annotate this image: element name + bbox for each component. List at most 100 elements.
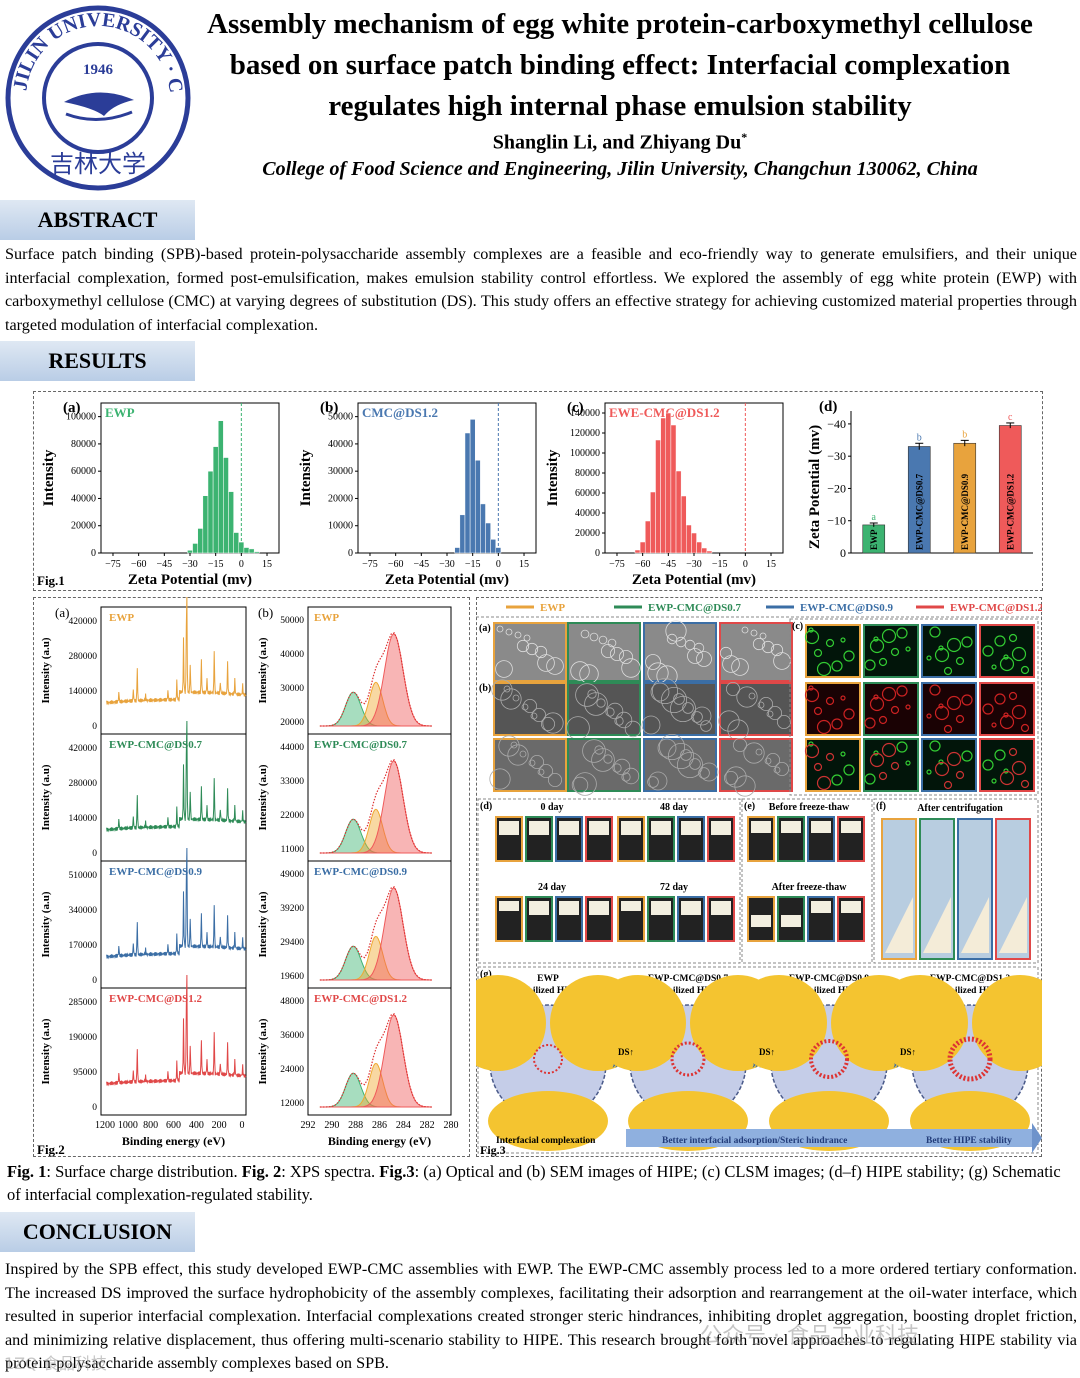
micrograph-tile [643,682,717,736]
x-axis-label: Binding energy (eV) [122,1134,225,1148]
clsm-droplet [961,636,973,648]
emulsion-layer [841,901,861,913]
clsm-droplet [946,751,962,767]
results-heading: RESULTS [0,341,195,381]
fig3-montage: EWP EWP-CMC@DS0.7 EWP-CMC@DS0.9 EWP-CMC@DS1… [476,602,1042,1157]
x-tick-label: 200 [212,1120,227,1131]
histogram-bar [207,470,214,554]
clsm-droplet [813,648,823,658]
svg-text:1946: 1946 [83,62,114,78]
droplet [764,757,772,765]
droplet [546,657,564,675]
clsm-droplet [999,656,1015,672]
clsm-droplet [946,695,962,711]
clsm-droplet [896,741,908,753]
droplet [573,772,597,796]
xps-survey-panel: EWP-CMC@DS0.9 0 170000 340000 510000 Intensit… [40,847,247,989]
droplet [699,762,719,782]
y-tick-label: −20 [827,481,846,495]
y-tick-label: 140000 [570,408,600,419]
droplet [575,683,599,707]
histogram-bar [197,528,204,554]
y-axis-label: Intensity (a.u) [257,891,269,957]
droplet [607,638,617,648]
legend-label: EWP [105,405,135,420]
droplet [514,631,522,639]
clsm-droplet [816,775,832,791]
clsm-droplet [831,774,843,786]
y-tick-label: 280000 [69,652,98,662]
y-tick-label: 48000 [280,997,304,1007]
xps-survey-panel: EWP-CMC@DS1.2 0 95000 190000 285000 Intensity… [40,974,247,1116]
clsm-droplet [929,684,941,696]
schematic-title: EWP-CMC@DS0.7 [648,974,729,984]
y-tick-label: 20000 [280,718,304,728]
corresponding-mark: * [741,130,748,144]
y-tick-label: 140000 [69,687,98,697]
droplet [673,693,685,705]
droplet [596,698,606,708]
xps-fit-component [319,760,432,854]
droplet [657,738,677,758]
histogram-bar [212,446,219,554]
clsm-droplet [881,628,897,644]
abstract-text: Surface patch binding (SPB)-based protei… [5,245,1077,334]
droplet [612,763,622,773]
y-tick-label: 0 [595,548,600,559]
droplet [519,750,527,758]
clsm-droplet [816,719,832,735]
clsm-droplet [890,761,900,771]
y-tick-label: 29400 [280,938,304,948]
title-line: Assembly mechanism of egg white protein-… [207,8,1033,40]
y-tick-label: 95000 [73,1068,97,1078]
condition-label: After centrifugation [917,803,1003,814]
clsm-droplet [1008,747,1018,757]
x-axis-label: Zeta Potential (mv) [632,572,756,588]
oil-droplet [972,975,1042,1071]
panel-letter: (e) [744,801,755,812]
y-tick-label: 100000 [66,412,96,423]
droplet [584,692,608,716]
row-legend: EWP-CMC@DS0.9 [314,866,408,878]
droplet [525,642,539,656]
droplet [505,628,513,636]
histogram-bar [701,547,708,554]
droplet [776,715,791,730]
clsm-droplet [994,693,1006,705]
y-tick-label: 420000 [69,744,98,754]
xps-fit-component [319,887,432,981]
droplet [669,696,696,723]
droplet [594,745,604,755]
row-legend: EWP-CMC@DS1.2 [314,993,408,1005]
x-tick-label: 800 [143,1120,158,1131]
droplet [528,759,536,767]
bottom-label: Better HIPE stability [926,1136,1012,1146]
panel-letter: (g) [480,969,492,980]
clsm-droplet [926,655,932,661]
clsm-droplet [890,705,900,715]
droplet [647,776,659,788]
schematic-subtitle: stabilized HIPE [516,986,580,996]
droplet [489,768,511,790]
y-tick-label: 510000 [69,871,98,881]
xps-survey-line [106,847,247,960]
clsm-droplet [843,764,855,776]
x-tick-label: 1200 [95,1120,115,1131]
histogram-bar [485,522,491,554]
droplet [523,634,531,642]
histogram-bar [248,548,255,554]
schematic-subtitle: stabilized HIPE [797,986,861,996]
droplet [500,688,522,710]
clsm-droplet [881,742,897,758]
clsm-droplet [934,647,950,663]
clsm-droplet [864,717,876,729]
droplet [680,749,692,761]
x-tick-label: −45 [414,559,430,570]
histogram-bar [655,439,661,554]
clsm-droplet [999,770,1015,786]
emulsion-layer [961,897,989,953]
xps-survey-panel: EWP-CMC@DS0.7 0 140000 280000 420000 Intensit… [40,720,247,862]
y-tick-label: 280000 [69,779,98,789]
x-tick-label: 15 [519,559,529,570]
